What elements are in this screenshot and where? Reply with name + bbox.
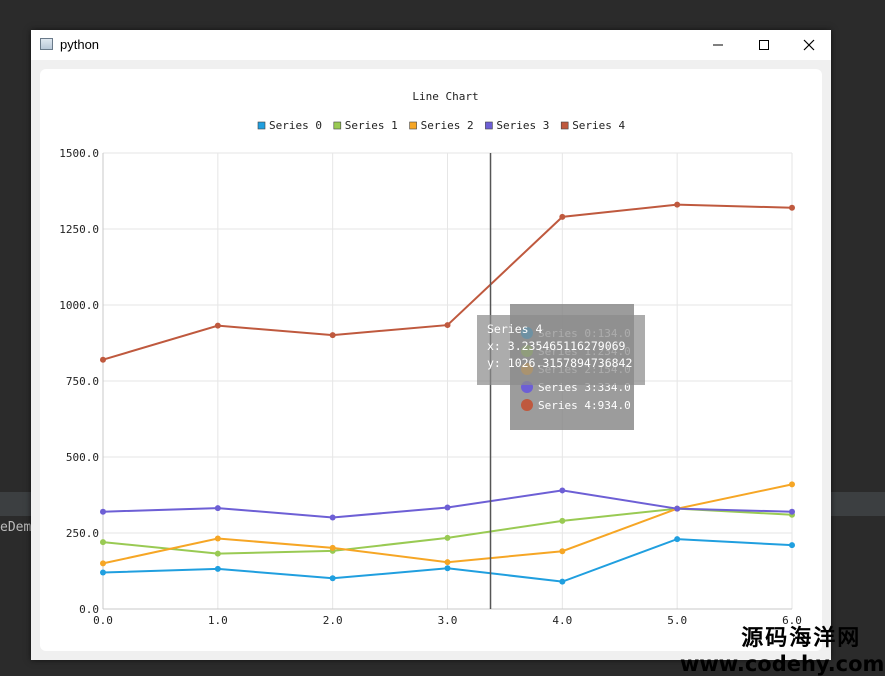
tooltip-marker-4 [521, 399, 533, 411]
series-4-point [674, 201, 681, 208]
x-tick-label: 5.0 [667, 614, 687, 627]
series-4-point [329, 332, 336, 339]
window-app-icon [40, 38, 53, 50]
hover-readout-box [477, 315, 645, 385]
close-icon [803, 39, 815, 51]
series-3-point [100, 508, 106, 515]
legend-marker-2 [409, 121, 417, 130]
series-3-point [444, 504, 451, 511]
hover-y-value: y: 1026.3157894736842 [487, 356, 632, 370]
window-title: python [60, 37, 100, 52]
x-tick-label: 3.0 [438, 614, 458, 627]
series-2-point [214, 535, 221, 542]
minimize-button[interactable] [695, 30, 741, 60]
series-3-point [214, 505, 221, 512]
y-tick-label: 1000.0 [59, 299, 99, 312]
series-0-point [559, 578, 566, 585]
series-2-point [329, 544, 336, 551]
series-3-point [329, 514, 336, 521]
hover-x-value: x: 3.235465116279069 [487, 339, 626, 353]
series-1-point [559, 517, 566, 524]
series-3-point [559, 487, 566, 494]
legend-label-3: Series 3 [496, 119, 549, 132]
series-1-point [214, 550, 221, 557]
series-4-point [559, 213, 566, 220]
ide-run-label: eDemo [0, 520, 40, 535]
hover-series-name: Series 4 [487, 322, 542, 336]
chart-panel: Line Chart Series 0 Series 1 Series 2 Series… [40, 69, 822, 651]
legend-marker-3 [485, 121, 493, 130]
watermark-line-2: www.codehy.com [680, 652, 885, 676]
y-tick-label: 750.0 [66, 375, 99, 388]
window-titlebar[interactable]: python [31, 30, 831, 60]
series-2-point [559, 548, 566, 555]
x-tick-label: 0.0 [93, 614, 113, 627]
chart-title: Line Chart [412, 90, 478, 103]
series-2-point [789, 481, 795, 488]
tooltip-entry-4: Series 4:934.0 [538, 399, 631, 412]
watermark-line-1: 源码海洋网 [741, 626, 862, 651]
series-1-point [100, 539, 106, 546]
y-tick-label: 1250.0 [59, 223, 99, 236]
legend-marker-4 [560, 121, 569, 130]
series-0-point [789, 542, 795, 549]
maximize-button[interactable] [741, 30, 787, 60]
series-0-point [444, 565, 451, 572]
series-0-point [100, 569, 106, 576]
legend-label-4: Series 4 [572, 119, 625, 132]
series-4-point [214, 322, 221, 329]
series-4-point [100, 356, 106, 363]
close-button[interactable] [786, 30, 832, 60]
ide-line-gutter [0, 0, 18, 470]
y-tick-label: 0.0 [79, 603, 99, 616]
site-watermark: 源码海洋网 www.codehy.com [680, 620, 884, 676]
legend-marker-1 [333, 121, 342, 130]
y-tick-label: 1500.0 [59, 147, 99, 160]
legend-marker-0 [257, 121, 266, 130]
python-window: python Line Chart Series 0 Series 1 Series … [31, 30, 831, 660]
series-0-point [674, 536, 681, 543]
series-3-point [789, 508, 795, 515]
maximize-icon [759, 40, 769, 50]
x-tick-label: 1.0 [208, 614, 228, 627]
minimize-icon [713, 44, 723, 46]
x-tick-label: 6.0 [782, 614, 802, 627]
line-chart[interactable]: Line Chart Series 0 Series 1 Series 2 Series… [40, 69, 822, 651]
series-4-point [789, 204, 795, 211]
series-3-point [674, 505, 681, 512]
series-4-point [444, 322, 451, 329]
legend-label-2: Series 2 [421, 119, 474, 132]
series-0-point [329, 575, 336, 582]
x-tick-label: 2.0 [323, 614, 343, 627]
y-tick-label: 500.0 [66, 451, 99, 464]
series-2-point [444, 559, 451, 566]
legend-label-0: Series 0 [269, 119, 322, 132]
series-1-point [444, 534, 451, 541]
y-tick-label: 250.0 [66, 527, 99, 540]
legend-label-1: Series 1 [345, 119, 398, 132]
series-0-point [214, 565, 221, 572]
x-tick-label: 4.0 [552, 614, 572, 627]
series-2-point [100, 560, 106, 567]
